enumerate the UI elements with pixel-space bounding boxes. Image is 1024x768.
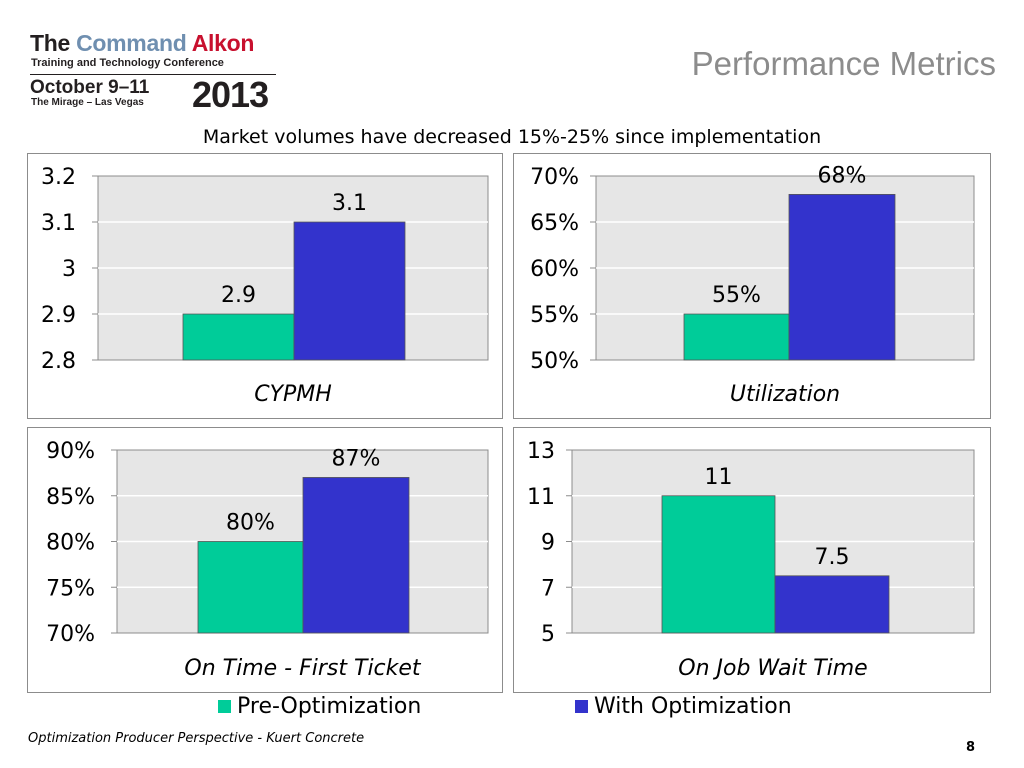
chart-2-ytick-label: 70% xyxy=(530,165,579,190)
logo-word-command: Command xyxy=(76,30,187,56)
legend-swatch-pre xyxy=(218,700,231,713)
chart-2-category-label: Utilization xyxy=(730,382,840,407)
logo-conference-name: Training and Technology Conference xyxy=(31,57,224,69)
logo-brand-line: The Command Alkon xyxy=(30,30,254,57)
chart-2-bar-with xyxy=(788,193,896,361)
chart-1-category-label: CYPMH xyxy=(254,382,332,407)
footer-text: Optimization Producer Perspective - Kuer… xyxy=(28,731,365,746)
chart-2-bar-pre xyxy=(683,313,790,361)
chart-1-ytick-label: 3.2 xyxy=(41,165,76,190)
chart-1-bar-pre xyxy=(182,313,295,361)
chart-4-ytick-label: 13 xyxy=(527,439,555,464)
legend-label-with: With Optimization xyxy=(594,694,792,719)
chart-3-data-label-with: 87% xyxy=(332,446,381,471)
slide-subtitle: Market volumes have decreased 15%-25% si… xyxy=(202,126,822,148)
chart-4-data-label-pre: 11 xyxy=(705,465,733,490)
chart-3-ytick-label: 90% xyxy=(46,439,95,464)
logo-word-the: The xyxy=(30,30,70,56)
chart-3-ytick-label: 80% xyxy=(46,531,95,556)
chart-2-data-label-with: 68% xyxy=(818,163,867,188)
chart-2-ytick-label: 60% xyxy=(530,257,579,282)
chart-3-bar-with xyxy=(302,477,410,634)
legend-item-pre-optimization: Pre-Optimization xyxy=(218,694,421,719)
chart-1-ytick-label: 3 xyxy=(62,257,76,282)
slide-title: Performance Metrics xyxy=(691,45,996,82)
logo-venue: The Mirage – Las Vegas xyxy=(31,97,144,108)
chart-1-data-label-with: 3.1 xyxy=(332,191,367,216)
chart-4-ytick-label: 7 xyxy=(541,576,555,601)
legend-label-pre: Pre-Optimization xyxy=(237,694,422,719)
conference-logo: The Command Alkon Training and Technolog… xyxy=(30,30,280,115)
chart-3-ytick-label: 75% xyxy=(46,576,95,601)
chart-4-ytick-label: 9 xyxy=(541,531,555,556)
chart-4-bar-with xyxy=(774,575,890,634)
chart-4-ytick-label: 5 xyxy=(541,622,555,647)
chart-3-category-label: On Time - First Ticket xyxy=(184,656,422,681)
chart-1-ytick-label: 2.8 xyxy=(41,349,76,374)
legend-swatch-with xyxy=(575,700,588,713)
chart-2-ytick-label: 50% xyxy=(530,349,579,374)
chart-3-ytick-label: 70% xyxy=(46,622,95,647)
chart-2-ytick-label: 55% xyxy=(530,303,579,328)
chart-3-bar-pre xyxy=(197,541,304,634)
chart-3-data-label-pre: 80% xyxy=(226,511,275,536)
page-number: 8 xyxy=(966,740,976,755)
chart-3-ytick-label: 85% xyxy=(46,485,95,510)
chart-1-ytick-label: 3.1 xyxy=(41,211,76,236)
chart-2-ytick-label: 65% xyxy=(530,211,579,236)
chart-2-data-label-pre: 55% xyxy=(712,283,761,308)
chart-4-bar-pre xyxy=(661,495,776,634)
chart-1-ytick-label: 2.9 xyxy=(41,303,76,328)
chart-4-category-label: On Job Wait Time xyxy=(678,656,867,681)
chart-1-bar-with xyxy=(293,221,406,361)
chart-4-ytick-label: 11 xyxy=(527,485,555,510)
chart-1-data-label-pre: 2.9 xyxy=(221,283,256,308)
logo-year: 2013 xyxy=(192,74,269,115)
logo-dates: October 9–11 xyxy=(30,77,150,98)
legend-item-with-optimization: With Optimization xyxy=(575,694,792,719)
chart-4-data-label-with: 7.5 xyxy=(815,545,850,570)
logo-divider xyxy=(30,74,276,75)
logo-word-alkon: Alkon xyxy=(191,30,255,56)
